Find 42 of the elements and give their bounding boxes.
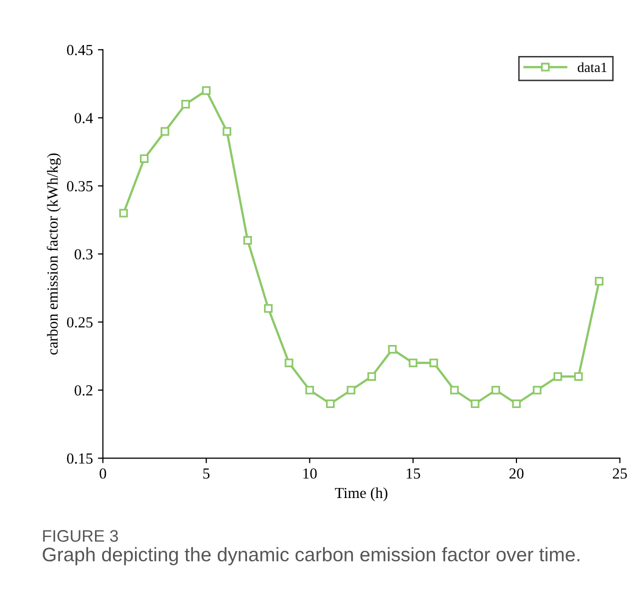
point (491, 386, 500, 394)
point (388, 344, 397, 354)
x-tick-label: 0 (100, 468, 106, 479)
y-tick-label: 0.15 (67, 453, 93, 464)
point (594, 276, 604, 286)
x-tick-label: 10 (303, 468, 317, 479)
point (140, 154, 149, 163)
point (429, 358, 438, 368)
point (264, 304, 273, 313)
x-tick-label: 5 (203, 468, 210, 479)
point (222, 127, 232, 136)
point (367, 372, 376, 381)
point (574, 372, 583, 381)
point (326, 399, 335, 408)
point (202, 86, 211, 95)
point (305, 386, 314, 394)
point (119, 208, 128, 218)
text: Graph depicting the dynamic carbon emission factor over time. (42, 547, 580, 566)
x-axis-title: Time (h) (334, 487, 388, 502)
y-tick-label: 0.25 (67, 317, 93, 328)
point (408, 358, 418, 368)
x-tick-label: 15 (406, 468, 420, 479)
y-axis-title: carbon emission factor (kWh/kg) (46, 153, 61, 355)
point (346, 386, 356, 394)
legend-label: data1 (578, 62, 607, 72)
point (284, 358, 294, 368)
y-tick-label: 0.2 (74, 385, 92, 396)
point (512, 399, 521, 408)
point (243, 236, 252, 245)
caption: FIGURE 3 (43, 530, 118, 542)
y-tick-label: 0.35 (67, 181, 93, 192)
y-tick-label: 0.45 (67, 44, 93, 56)
point (532, 386, 542, 394)
y-tick-label: 0.4 (74, 112, 93, 124)
y-tick-label: 0.3 (74, 249, 93, 260)
point (160, 127, 170, 136)
x-tick-label: 25 (612, 468, 627, 479)
x-tick-label: 20 (509, 468, 524, 479)
point (554, 372, 562, 381)
point (450, 386, 459, 394)
point (470, 399, 480, 408)
point (181, 100, 190, 108)
